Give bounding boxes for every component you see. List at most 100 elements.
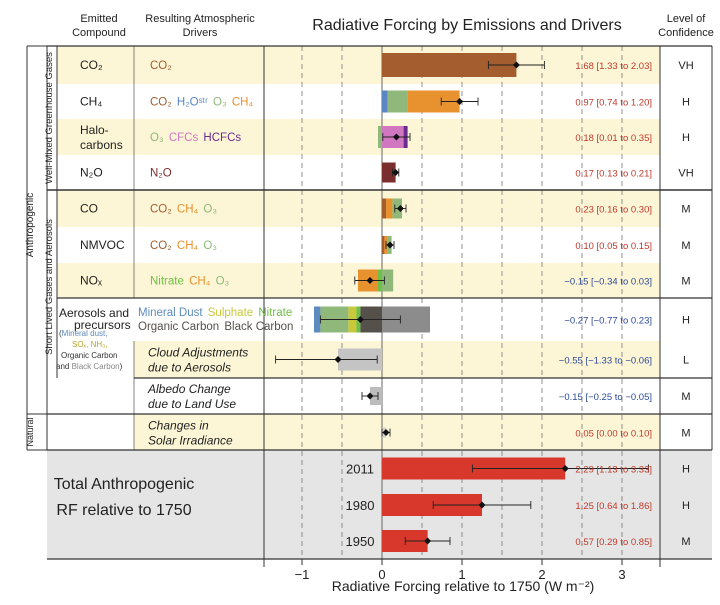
x-axis-label: Radiative Forcing relative to 1750 (W m⁻…: [332, 578, 595, 594]
x-tick-label: 2: [538, 567, 545, 582]
row-band-6: [134, 263, 660, 298]
driver-1-0: CO₂: [150, 97, 172, 109]
driver-0-0: CO₂: [150, 60, 172, 72]
aerosol-note-line4: and Black Carbon): [56, 362, 123, 371]
total-label-line2: RF relative to 1750: [56, 502, 191, 519]
driver-2-2: HCFCs: [200, 132, 241, 144]
total-confidence-0: H: [682, 464, 690, 476]
drivers-drivers2-7: Organic Carbon Black Carbon: [138, 321, 293, 333]
value-text-2: 0.18 [0.01 to 0.35]: [575, 133, 652, 144]
confidence-0: VH: [678, 60, 693, 72]
drivers-drivers-6: Nitrate CH₄ O₃: [150, 276, 230, 288]
value-text-0: 1.68 [1.33 to 2.03]: [575, 61, 652, 72]
value-text-6: −0.15 [−0.34 to 0.03]: [564, 277, 652, 288]
best-estimate-marker-9: [366, 392, 374, 400]
group-label-wmghg: Well-Mixed Greenhouse Gases: [44, 52, 55, 184]
driver-5-0: CO₂: [150, 240, 172, 252]
row-band-10: [134, 414, 660, 451]
driver-1-1: H₂Oˢᵗʳ: [174, 97, 208, 109]
compound-label-5: NMVOC: [80, 238, 125, 252]
group-label-slcf: Short Lived Gases and Aerosols: [44, 219, 55, 355]
compound-label-3: N₂O: [80, 166, 103, 180]
bar-segment-4-1: [386, 198, 393, 219]
bar-segment-1-1: [387, 90, 408, 113]
driver-5-2: O₃: [200, 240, 217, 252]
compound-label-1: CH₄: [80, 95, 102, 109]
best-estimate-marker-7: [356, 316, 364, 323]
row-band-compound-2: [57, 119, 134, 155]
driver-8-0: Cloud Adjustments: [148, 346, 248, 360]
x-tick-label: 0: [378, 567, 385, 582]
driver-6-0: Nitrate: [150, 276, 184, 288]
confidence-10: M: [681, 428, 690, 440]
drivers-drivers-1: CO₂ H₂Oˢᵗʳ O₃ CH₄: [150, 97, 253, 109]
total-year-2: 1950: [346, 534, 375, 549]
x-tick-label: 1: [458, 567, 465, 582]
header-compound-line2: Compound: [72, 27, 126, 39]
best-estimate-marker-4: [396, 205, 404, 212]
best-estimate-marker-10: [382, 429, 390, 436]
total-year-0: 2011: [346, 462, 374, 477]
driver-7-0: Mineral Dust: [138, 307, 203, 319]
bar-segment-4-0: [382, 198, 386, 219]
header-drivers-line2: Drivers: [183, 27, 218, 39]
drivers-drivers-8: Cloud Adjustments: [148, 346, 248, 360]
compound-label-0: CO₂: [80, 58, 103, 72]
driver-6-2: O₃: [212, 276, 229, 288]
aerosol-note-line1: (Mineral dust,: [59, 329, 107, 338]
drivers-drivers2-9: due to Land Use: [148, 397, 236, 411]
confidence-6: M: [681, 276, 690, 288]
driver-7-0: Organic Carbon: [138, 321, 219, 333]
driver-8-0: due to Aerosols: [148, 361, 231, 375]
confidence-2: H: [682, 132, 690, 144]
best-estimate-marker-13: [424, 537, 432, 545]
row-band-5: [134, 227, 660, 263]
driver-7-1: Black Carbon: [221, 321, 293, 333]
best-estimate-marker-1: [456, 98, 464, 105]
compound-label2-2: carbons: [80, 138, 123, 152]
driver-2-1: CFCs: [166, 132, 199, 144]
confidence-7: H: [682, 315, 690, 327]
drivers-drivers2-10: Solar Irradiance: [148, 434, 233, 448]
value-text-3: 0.17 [0.13 to 0.21]: [575, 169, 652, 180]
value-text-4: 0.23 [0.16 to 0.30]: [575, 205, 652, 216]
drivers-drivers2-8: due to Aerosols: [148, 361, 231, 375]
row-band-9: [134, 378, 660, 414]
total-value-text-0: 2.29 [1.13 to 3.33]: [575, 465, 652, 476]
best-estimate-marker-3: [392, 169, 400, 176]
bars-layer: [275, 53, 649, 552]
best-estimate-marker-0: [512, 61, 520, 69]
confidence-5: M: [681, 240, 690, 252]
drivers-drivers-3: N₂O: [150, 168, 172, 180]
confidence-3: VH: [678, 168, 693, 180]
aerosol-note-oc: Organic Carbon: [61, 351, 117, 360]
driver-3-0: N₂O: [150, 168, 172, 180]
bar-segment-2-0: [378, 126, 382, 148]
total-confidence-2: M: [681, 536, 690, 548]
bar-segment-6-2: [382, 269, 394, 292]
header-drivers-line1: Resulting Atmospheric: [145, 13, 255, 25]
driver-1-2: O₃: [210, 97, 227, 109]
row-band-compound-1: [57, 84, 134, 119]
driver-9-0: due to Land Use: [148, 397, 236, 411]
group-label-anthropogenic: Anthropogenic: [25, 193, 36, 258]
drivers-drivers-10: Changes in: [148, 419, 209, 433]
row-band-compound-6: [57, 263, 134, 298]
driver-5-1: CH₄: [174, 240, 199, 252]
driver-10-0: Solar Irradiance: [148, 434, 233, 448]
drivers-drivers-0: CO₂: [150, 60, 172, 72]
confidence-9: M: [681, 391, 690, 403]
x-tick-label: 3: [618, 567, 625, 582]
compound-label2-7: precursors: [74, 318, 131, 332]
row-band-8: [134, 341, 660, 378]
compound-label-2: Halo-: [80, 123, 109, 137]
bar-segment-12-0: [382, 494, 482, 516]
driver-7-2: Nitrate: [255, 307, 292, 319]
driver-9-0: Albedo Change: [147, 382, 231, 396]
row-band-compound-5: [57, 227, 134, 263]
total-label-line1: Total Anthropogenic: [54, 476, 195, 493]
bar-segment-7-0: [314, 306, 321, 333]
driver-1-3: CH₄: [229, 97, 254, 109]
aerosol-note-so: SOₓ, NH₃,: [72, 340, 108, 349]
total-value-text-2: 0.57 [0.29 to 0.85]: [575, 537, 652, 548]
